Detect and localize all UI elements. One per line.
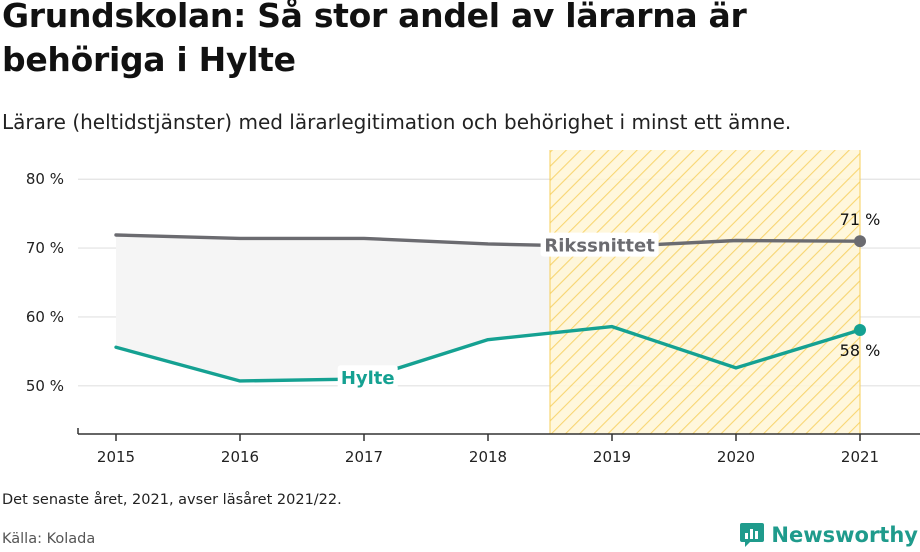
hylte-end-label: 58 %	[840, 341, 881, 360]
x-tick-label: 2019	[593, 448, 631, 466]
x-tick-label: 2015	[97, 448, 135, 466]
x-tick-label: 2017	[345, 448, 383, 466]
rikssnittet-line	[114, 233, 862, 249]
x-tick-label: 2020	[717, 448, 755, 466]
rikssnittet-label-bg	[540, 232, 659, 257]
y-tick-label: 80 %	[26, 170, 64, 188]
hylte-line	[114, 324, 862, 383]
rikssnittet-end-point	[854, 235, 866, 248]
chart-subtitle: Lärare (heltidstjänster) med lärarlegiti…	[2, 110, 792, 134]
source-text: Källa: Kolada	[2, 531, 96, 547]
y-tick-label: 60 %	[26, 308, 64, 326]
brand-logo: Newsworthy	[739, 518, 918, 552]
x-tick-label: 2021	[841, 448, 879, 466]
footnote: Det senaste året, 2021, avser läsåret 20…	[2, 492, 342, 508]
newsworthy-icon	[740, 523, 765, 547]
series-lines	[114, 233, 866, 383]
brand-name: Newsworthy	[771, 523, 918, 547]
y-tick-label: 70 %	[26, 239, 64, 257]
x-tick-label: 2018	[469, 448, 507, 466]
rikssnittet-label: Rikssnittet	[544, 236, 655, 257]
rikssnittet-end-label: 71 %	[840, 210, 881, 229]
hylte-label: Hylte	[341, 368, 395, 389]
y-tick-label: 50 %	[26, 377, 64, 395]
line-chart: 50 % 60 % 70 % 80 % 2015 2016 2017 2018 2019 202…	[26, 150, 920, 466]
hylte-label-bg	[337, 365, 398, 390]
x-tick-label: 2016	[221, 448, 259, 466]
series-labels: Rikssnittet Hylte 71 % 58 %	[337, 210, 881, 390]
hylte-end-point	[854, 324, 866, 337]
chart-title: Grundskolan: Så stor andel av lärarna är…	[2, 0, 747, 79]
highlight-period	[549, 150, 861, 435]
x-axis: 2015 2016 2017 2018 2019 2020 2021	[77, 428, 920, 466]
